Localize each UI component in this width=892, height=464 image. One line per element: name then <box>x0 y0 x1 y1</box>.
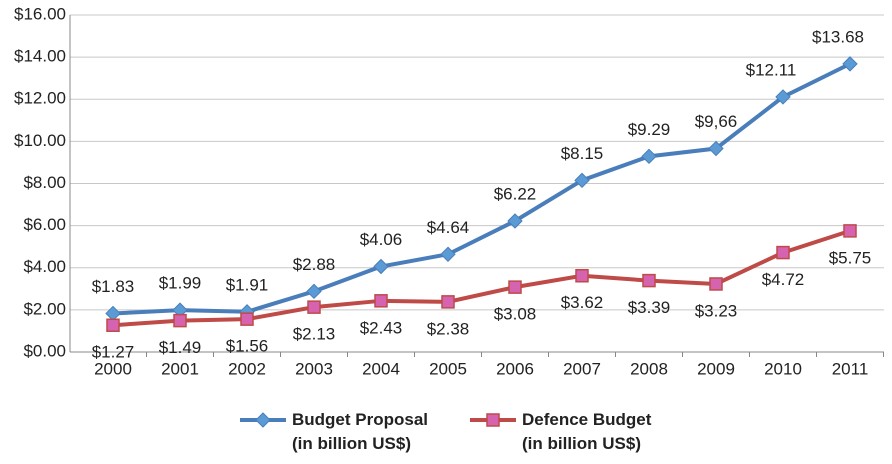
data-label: $9.29 <box>628 120 671 139</box>
legend-label: Budget Proposal (in billion US$) <box>292 410 429 453</box>
data-label: $2.13 <box>293 325 336 344</box>
marker <box>306 283 322 300</box>
data-label: $4.64 <box>427 218 470 237</box>
marker <box>441 295 455 309</box>
marker <box>642 273 656 288</box>
x-tick-label: 2011 <box>832 359 869 378</box>
marker <box>641 148 657 165</box>
y-tick-label: $4.00 <box>23 257 66 276</box>
legend-marker <box>486 413 500 427</box>
marker <box>775 89 791 105</box>
data-label: $1.83 <box>92 277 135 296</box>
y-tick-label: $12.00 <box>14 89 66 108</box>
x-tick-label: 2001 <box>161 359 199 378</box>
data-label: $2.88 <box>293 255 336 274</box>
y-tick-label: $8.00 <box>23 173 66 192</box>
x-tick-label: 2006 <box>496 359 534 378</box>
x-tick-label: 2008 <box>630 359 668 378</box>
x-tick-label: 2007 <box>563 359 601 378</box>
marker <box>842 56 858 72</box>
data-label: $3.08 <box>494 305 537 324</box>
legend-marker <box>255 412 271 428</box>
legend-label: Defence Budget (in billion US$) <box>522 410 652 453</box>
data-label: $4.72 <box>762 270 805 289</box>
marker <box>709 277 723 291</box>
data-label: $1.49 <box>159 338 202 357</box>
data-label: $9,66 <box>695 112 738 131</box>
data-label: $4.06 <box>360 230 403 249</box>
marker <box>508 280 522 294</box>
marker <box>240 312 254 326</box>
marker <box>575 269 589 283</box>
x-tick-label: 2009 <box>697 359 735 378</box>
marker <box>440 246 456 262</box>
marker <box>843 224 857 238</box>
data-label: $1.27 <box>92 343 135 362</box>
x-tick-label: 2005 <box>429 359 467 378</box>
data-label: $3.62 <box>561 293 604 312</box>
data-label: $2.38 <box>427 319 470 338</box>
data-label: $3.23 <box>695 301 738 320</box>
y-tick-label: $16.00 <box>14 4 66 23</box>
marker <box>708 140 724 157</box>
data-label: $1.56 <box>226 337 269 356</box>
marker <box>106 318 120 333</box>
data-label: $1.99 <box>159 274 202 293</box>
y-tick-label: $0.00 <box>23 341 66 360</box>
marker <box>173 313 187 328</box>
x-tick-label: 2010 <box>764 359 802 378</box>
marker <box>307 300 321 314</box>
x-tick-label: 2004 <box>362 359 400 378</box>
marker <box>776 245 790 260</box>
marker <box>574 172 590 189</box>
x-tick-label: 2003 <box>295 359 333 378</box>
x-tick-label: 2002 <box>228 359 266 378</box>
y-tick-label: $2.00 <box>23 299 66 318</box>
marker <box>507 213 523 229</box>
series-line <box>112 228 851 328</box>
y-tick-label: $6.00 <box>23 215 66 234</box>
data-label: $3.39 <box>628 298 671 317</box>
series-line <box>112 62 851 316</box>
data-label: $12.11 <box>746 60 797 79</box>
marker <box>373 258 389 275</box>
data-label: $5.75 <box>829 248 872 267</box>
y-tick-label: $10.00 <box>14 131 66 150</box>
x-tick-label: 2000 <box>94 359 132 378</box>
data-label: $8.15 <box>561 144 604 163</box>
marker <box>105 305 121 322</box>
data-label: $6.22 <box>494 184 537 203</box>
marker <box>374 294 388 308</box>
y-tick-label: $14.00 <box>14 47 66 66</box>
data-label: $1.91 <box>226 275 269 294</box>
data-label: $2.43 <box>360 318 403 337</box>
data-label: $13.68 <box>812 27 864 46</box>
